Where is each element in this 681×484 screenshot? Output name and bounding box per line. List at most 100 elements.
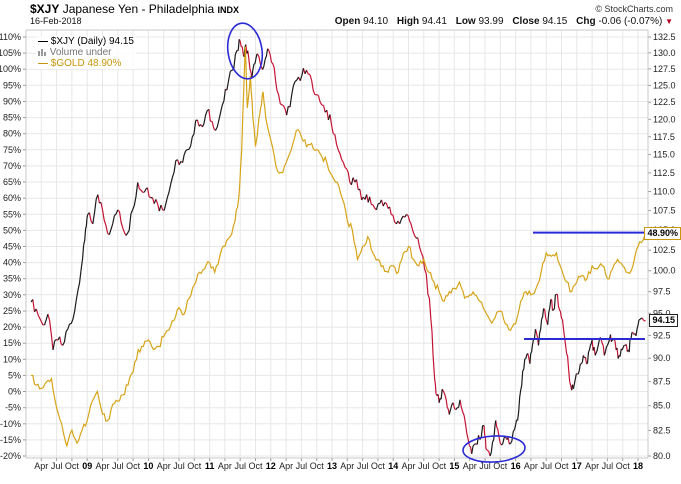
ohlc-quote-line: Open 94.10 High 94.41 Low 93.99 Close 94…: [329, 16, 673, 27]
svg-text:102.5: 102.5: [653, 245, 676, 255]
exchange-label: INDX: [217, 5, 240, 15]
svg-text:Oct: Oct: [310, 461, 325, 471]
svg-text:80.0: 80.0: [653, 451, 671, 461]
svg-text:50%: 50%: [3, 225, 21, 235]
legend-item-gold[interactable]: — $GOLD 48.90%: [38, 58, 134, 69]
svg-text:13: 13: [327, 461, 337, 471]
high-value: 94.41: [421, 16, 447, 27]
svg-text:10: 10: [143, 461, 153, 471]
open-value: 94.10: [363, 16, 389, 27]
svg-text:-5%: -5%: [5, 403, 21, 413]
legend-label-xjy: $XJY (Daily) 94.15: [50, 36, 134, 47]
volume-bars-icon: [38, 47, 47, 58]
svg-text:92.5: 92.5: [653, 330, 671, 340]
svg-text:105%: 105%: [0, 48, 21, 58]
svg-text:70%: 70%: [3, 161, 21, 171]
svg-text:5%: 5%: [8, 370, 21, 380]
svg-text:18: 18: [633, 461, 643, 471]
svg-text:Oct: Oct: [493, 461, 508, 471]
change-label: Chg: [576, 16, 596, 27]
svg-text:107.5: 107.5: [653, 206, 676, 216]
svg-text:Jul: Jul: [112, 461, 124, 471]
svg-text:0%: 0%: [8, 387, 21, 397]
svg-text:95%: 95%: [3, 80, 21, 90]
chart-legend: — $XJY (Daily) 94.15 Volume under — $GOL…: [36, 36, 136, 69]
svg-text:Jul: Jul: [51, 461, 63, 471]
svg-text:Jul: Jul: [357, 461, 369, 471]
down-arrow-icon: ▼: [665, 17, 673, 26]
svg-text:Apr: Apr: [524, 461, 538, 471]
svg-text:12: 12: [266, 461, 276, 471]
svg-text:90%: 90%: [3, 97, 21, 107]
svg-text:Oct: Oct: [371, 461, 386, 471]
chart-date: 16-Feb-2018: [30, 16, 82, 26]
svg-text:Jul: Jul: [296, 461, 308, 471]
svg-text:100%: 100%: [0, 64, 21, 74]
svg-text:85%: 85%: [3, 113, 21, 123]
legend-item-xjy[interactable]: — $XJY (Daily) 94.15: [38, 36, 134, 47]
close-label: Close: [512, 16, 540, 27]
ellipse-annotation: [462, 435, 526, 463]
svg-text:16: 16: [511, 461, 521, 471]
svg-text:Oct: Oct: [65, 461, 80, 471]
legend-label-gold: $GOLD 48.90%: [50, 58, 122, 69]
svg-text:Apr: Apr: [585, 461, 599, 471]
svg-text:Apr: Apr: [95, 461, 109, 471]
svg-text:Oct: Oct: [187, 461, 202, 471]
svg-text:75%: 75%: [3, 145, 21, 155]
svg-text:Oct: Oct: [248, 461, 263, 471]
svg-text:110.0: 110.0: [653, 187, 675, 197]
svg-text:95.0: 95.0: [653, 308, 671, 318]
svg-text:Jul: Jul: [602, 461, 614, 471]
svg-text:115.0: 115.0: [653, 150, 675, 160]
svg-text:120.0: 120.0: [653, 114, 676, 124]
open-label: Open: [334, 16, 361, 27]
svg-text:Apr: Apr: [279, 461, 293, 471]
stockcharts-watermark: © StockCharts.com: [595, 4, 673, 14]
svg-text:125.0: 125.0: [653, 80, 676, 90]
svg-text:Oct: Oct: [554, 461, 569, 471]
legend-label-volume: Volume under: [49, 47, 112, 58]
svg-text:Jul: Jul: [418, 461, 430, 471]
svg-text:Oct: Oct: [432, 461, 447, 471]
svg-text:132.5: 132.5: [653, 32, 676, 42]
svg-text:Apr: Apr: [340, 461, 354, 471]
svg-text:30%: 30%: [3, 290, 21, 300]
svg-text:-15%: -15%: [0, 435, 21, 445]
svg-text:Jul: Jul: [173, 461, 185, 471]
svg-text:117.5: 117.5: [653, 132, 675, 142]
svg-text:Oct: Oct: [126, 461, 141, 471]
svg-text:Apr: Apr: [401, 461, 415, 471]
svg-text:55%: 55%: [3, 209, 21, 219]
svg-text:20%: 20%: [3, 322, 21, 332]
chart-title: $XJY Japanese Yen - Philadelphia INDX: [30, 2, 239, 16]
legend-item-volume[interactable]: Volume under: [38, 47, 134, 58]
svg-text:90.0: 90.0: [653, 353, 671, 363]
svg-text:Oct: Oct: [616, 461, 631, 471]
svg-text:Apr: Apr: [157, 461, 171, 471]
svg-text:11: 11: [205, 461, 215, 471]
svg-text:82.5: 82.5: [653, 425, 671, 435]
svg-text:15%: 15%: [3, 338, 21, 348]
svg-text:14: 14: [388, 461, 398, 471]
svg-text:Jul: Jul: [479, 461, 491, 471]
svg-text:97.5: 97.5: [653, 287, 671, 297]
xjy-line-swatch: —: [38, 36, 48, 47]
svg-text:Jul: Jul: [234, 461, 246, 471]
svg-text:122.5: 122.5: [653, 97, 676, 107]
svg-text:10%: 10%: [3, 354, 21, 364]
change-value: -0.06 (-0.07%): [598, 16, 663, 27]
svg-text:Jul: Jul: [540, 461, 552, 471]
svg-text:112.5: 112.5: [653, 168, 675, 178]
svg-text:100.0: 100.0: [653, 266, 676, 276]
ellipse-annotation: [226, 22, 264, 80]
svg-text:87.5: 87.5: [653, 377, 671, 387]
svg-text:35%: 35%: [3, 274, 21, 284]
low-label: Low: [455, 16, 476, 27]
low-value: 93.99: [478, 16, 504, 27]
high-label: High: [396, 16, 420, 27]
svg-text:60%: 60%: [3, 193, 21, 203]
close-value: 94.15: [542, 16, 568, 27]
